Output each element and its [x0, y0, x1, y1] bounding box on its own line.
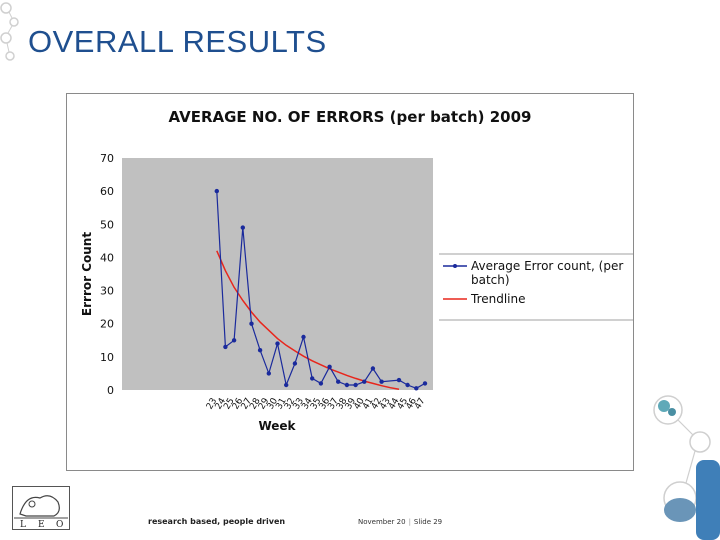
page-title: OVERALL RESULTS: [28, 24, 327, 59]
y-tick-label: 70: [100, 152, 114, 165]
data-point: [249, 321, 254, 326]
y-tick-label: 60: [100, 185, 114, 198]
logo-letter-o: O: [56, 520, 63, 530]
data-point: [414, 386, 419, 391]
data-point: [370, 366, 376, 371]
data-point: [214, 188, 219, 194]
series-points: [214, 188, 428, 391]
data-point: [223, 344, 228, 350]
footer-tagline: research based, people driven: [148, 517, 286, 526]
data-point: [353, 382, 358, 388]
x-tick-label: 23: [205, 397, 219, 412]
x-tick-label: 37: [326, 397, 340, 412]
data-point: [396, 377, 402, 383]
data-point: [379, 379, 384, 384]
x-tick-label: 32: [283, 397, 297, 412]
x-tick-label: 33: [292, 397, 306, 412]
data-point: [266, 371, 271, 376]
y-axis-ticks: 0 10 20 30 40 50 60 70: [100, 152, 114, 397]
footer-slide-info: November 20 | Slide 29: [358, 518, 443, 526]
x-tick-label: 25: [222, 397, 236, 412]
legend-series-label-line1: Average Error count, (per: [471, 259, 623, 273]
decorative-circles-icon: [0, 2, 19, 61]
footer-slide-number: Slide 29: [413, 518, 443, 526]
logo-letter-l: L: [20, 520, 26, 530]
y-tick-label: 50: [100, 218, 114, 231]
chart-frame: AVERAGE NO. OF ERRORS (per batch) 2009 0…: [66, 93, 634, 471]
x-tick-label: 47: [413, 397, 427, 412]
footer-date: November 20: [358, 518, 406, 526]
data-point: [362, 379, 367, 384]
data-point: [336, 379, 341, 384]
x-axis-ticks: 2324252627282930313233343536373839404142…: [205, 396, 428, 411]
data-point: [292, 361, 298, 366]
data-point: [257, 348, 263, 353]
y-tick-label: 0: [107, 384, 114, 397]
chart-svg: AVERAGE NO. OF ERRORS (per batch) 2009 0…: [80, 108, 633, 433]
data-point: [231, 338, 237, 343]
x-tick-label: 27: [240, 397, 254, 412]
data-point: [310, 376, 315, 381]
legend-series-label-line2: batch): [471, 273, 510, 287]
logo-letter-e: E: [38, 520, 45, 530]
plot-area: [122, 158, 433, 390]
x-axis-label: Week: [258, 419, 296, 433]
x-tick-label: 31: [274, 397, 288, 412]
molecule-decoration-icon: [653, 395, 720, 540]
series-line: [216, 191, 426, 389]
data-point: [344, 382, 350, 388]
legend-series-marker: [453, 264, 457, 268]
y-tick-label: 30: [100, 285, 114, 298]
leo-logo: L E O: [12, 486, 70, 530]
x-tick-label: 45: [396, 397, 410, 412]
chart-title: AVERAGE NO. OF ERRORS (per batch) 2009: [169, 108, 532, 126]
y-tick-label: 40: [100, 251, 114, 264]
data-point: [405, 382, 410, 388]
x-tick-label: 43: [379, 397, 393, 412]
data-point: [240, 225, 245, 230]
legend: Average Error count, (per batch) Trendli…: [439, 253, 633, 321]
x-tick-label: 41: [361, 397, 375, 412]
x-tick-label: 42: [370, 397, 384, 412]
data-point: [301, 334, 306, 340]
legend-trend-label: Trendline: [470, 292, 526, 306]
x-tick-label: 35: [309, 397, 323, 412]
data-point: [318, 381, 324, 386]
y-tick-label: 10: [100, 351, 114, 364]
data-point: [275, 341, 280, 346]
y-axis-label: Errror Count: [80, 232, 94, 316]
data-point: [422, 381, 428, 386]
legend-series-label: Average Error count, (per batch): [471, 259, 627, 287]
data-point: [327, 364, 332, 369]
y-tick-label: 20: [100, 318, 114, 331]
data-point: [284, 382, 289, 388]
